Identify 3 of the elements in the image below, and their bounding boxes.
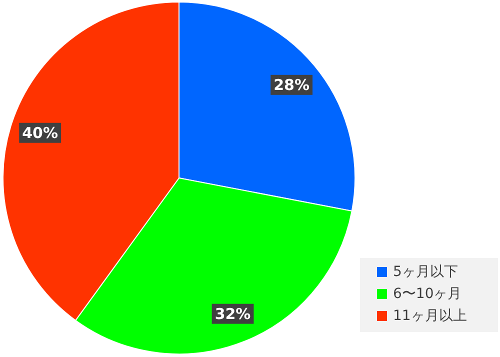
- legend-label: 6〜10ヶ月: [393, 286, 462, 302]
- legend-label: 11ヶ月以上: [393, 308, 467, 324]
- legend-label: 5ヶ月以下: [393, 264, 458, 280]
